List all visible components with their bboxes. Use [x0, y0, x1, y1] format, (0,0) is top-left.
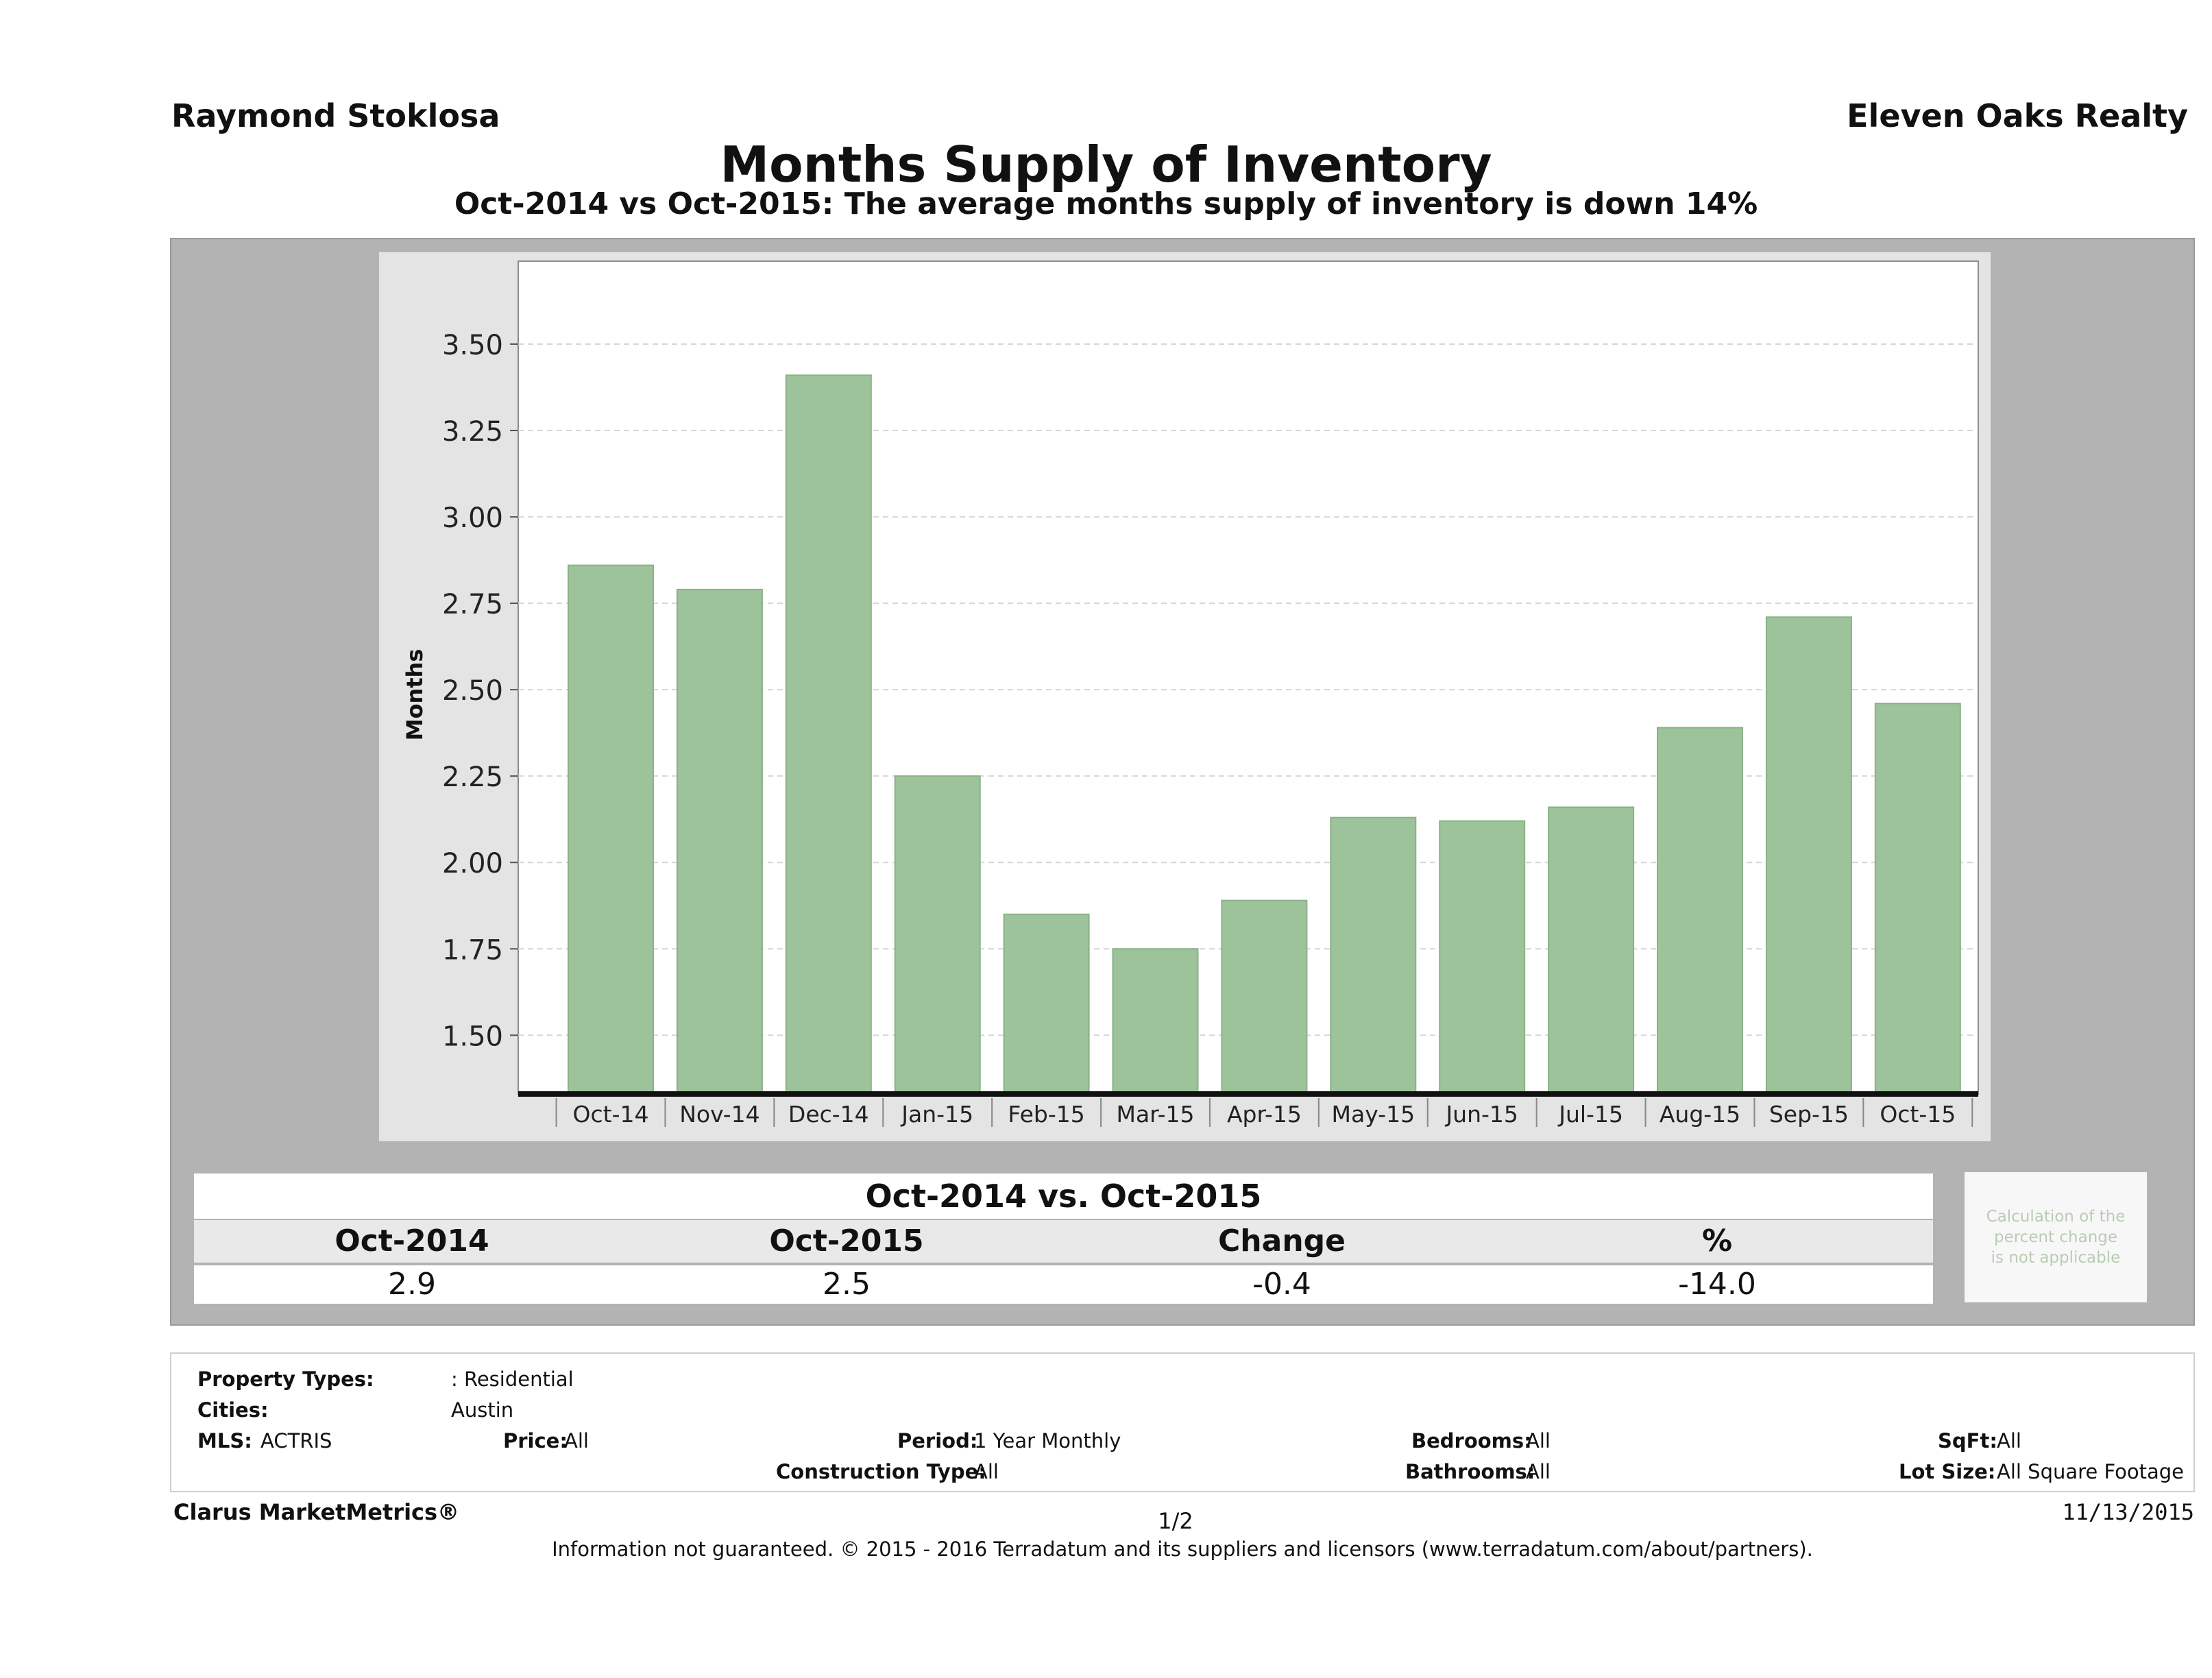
- y-tick-label: 3.25: [442, 416, 503, 448]
- chart-subtitle: Oct-2014 vs Oct-2015: The average months…: [454, 186, 1758, 221]
- bar: [1657, 727, 1743, 1095]
- x-tick-label: May-15: [1332, 1101, 1415, 1128]
- sqft-value: All: [1997, 1429, 2021, 1452]
- bedrooms-label: Bedrooms:: [1411, 1429, 1532, 1452]
- bar: [785, 374, 872, 1095]
- bathrooms-value: All: [1526, 1460, 1551, 1483]
- note-line-3: is not applicable: [1991, 1249, 2121, 1267]
- value-change: -0.4: [1252, 1267, 1311, 1302]
- property-types-label: Property Types:: [197, 1367, 374, 1391]
- note-line-1: Calculation of the: [1986, 1208, 2126, 1226]
- x-tick-label: Mar-15: [1116, 1101, 1194, 1128]
- construction-label: Construction Type:: [776, 1460, 986, 1483]
- price-value: All: [564, 1429, 589, 1452]
- x-tick-label: Dec-14: [788, 1101, 869, 1128]
- x-tick-label: Sep-15: [1769, 1101, 1849, 1128]
- value-oct-2014: 2.9: [388, 1267, 436, 1302]
- bar: [1003, 913, 1090, 1095]
- filter-summary: Property Types: : Residential Cities: Au…: [170, 1352, 2195, 1492]
- value-oct-2015: 2.5: [823, 1267, 871, 1302]
- label-oct-2015: Oct-2015: [769, 1224, 924, 1258]
- x-tick-label: Oct-14: [573, 1101, 649, 1128]
- x-tick-label: Apr-15: [1227, 1101, 1302, 1128]
- chart-title: Months Supply of Inventory: [720, 136, 1492, 193]
- brand-label: Clarus MarketMetrics®: [173, 1499, 460, 1525]
- y-axis-label: Months: [402, 649, 428, 741]
- construction-value: All: [974, 1460, 999, 1483]
- bar: [1548, 806, 1635, 1095]
- mls-label: MLS:: [197, 1429, 252, 1452]
- disclaimer: Information not guaranteed. © 2015 - 201…: [552, 1537, 1813, 1561]
- property-types-value: : Residential: [451, 1367, 574, 1391]
- cities-label: Cities:: [197, 1398, 269, 1422]
- chart-frame: 1.50 1.75 2.00 2.25 2.50 2.75 3.00 3.25 3.50 Mont…: [379, 252, 1991, 1141]
- bar: [568, 564, 654, 1095]
- comparison-labels-row: Oct-2014 Oct-2015 Change %: [194, 1220, 1933, 1263]
- x-tick-label: Jul-15: [1557, 1101, 1623, 1128]
- bar: [1765, 616, 1852, 1095]
- y-tick-label: 1.50: [442, 1021, 503, 1052]
- value-percent: -14.0: [1678, 1267, 1756, 1302]
- bar: [894, 775, 981, 1095]
- company-name: Eleven Oaks Realty: [1847, 97, 2188, 134]
- bathrooms-label: Bathrooms:: [1405, 1460, 1535, 1483]
- comparison-values-row: 2.9 2.5 -0.4 -14.0: [194, 1265, 1933, 1304]
- y-tick-label: 1.75: [442, 934, 503, 966]
- bar: [1439, 820, 1526, 1095]
- y-tick-label: 2.25: [442, 762, 503, 793]
- page-number: 1/2: [1158, 1508, 1193, 1534]
- x-tick-label: Jan-15: [900, 1101, 973, 1128]
- bar-chart: 1.50 1.75 2.00 2.25 2.50 2.75 3.00 3.25 3.50 Mont…: [402, 260, 1979, 1128]
- bedrooms-value: All: [1526, 1429, 1551, 1452]
- price-label: Price:: [503, 1429, 568, 1452]
- mls-value: ACTRIS: [260, 1429, 332, 1452]
- y-tick-label: 2.75: [442, 589, 503, 620]
- x-tick-label: Aug-15: [1660, 1101, 1740, 1128]
- percent-note: Calculation of the percent change is not…: [1965, 1172, 2147, 1302]
- bar: [1112, 948, 1199, 1095]
- note-line-2: percent change: [1993, 1228, 2118, 1246]
- label-percent: %: [1701, 1224, 1733, 1258]
- x-tick-label: Feb-15: [1008, 1101, 1084, 1128]
- lot-size-label: Lot Size:: [1899, 1460, 1996, 1483]
- bar: [1221, 899, 1308, 1095]
- x-tick-label: Oct-15: [1880, 1101, 1956, 1128]
- report-date: 11/13/2015: [2062, 1499, 2194, 1525]
- cities-value: Austin: [451, 1398, 514, 1422]
- bar: [1874, 703, 1961, 1095]
- y-tick-label: 2.00: [442, 848, 503, 879]
- comparison-header: Oct-2014 vs. Oct-2015: [194, 1174, 1933, 1219]
- label-oct-2014: Oct-2014: [335, 1224, 489, 1258]
- y-tick-label: 2.50: [442, 675, 503, 707]
- period-label: Period:: [897, 1429, 978, 1452]
- lot-size-value: All Square Footage: [1997, 1460, 2185, 1483]
- sqft-label: SqFt:: [1938, 1429, 1997, 1452]
- agent-name: Raymond Stoklosa: [171, 97, 500, 134]
- y-tick-label: 3.50: [442, 330, 503, 361]
- x-tick-label: Nov-14: [679, 1101, 759, 1128]
- bar: [1330, 816, 1417, 1095]
- label-change: Change: [1218, 1224, 1346, 1258]
- bar: [676, 588, 763, 1095]
- period-value: 1 Year Monthly: [974, 1429, 1121, 1452]
- x-tick-label: Jun-15: [1444, 1101, 1518, 1128]
- y-tick-label: 3.00: [442, 502, 503, 534]
